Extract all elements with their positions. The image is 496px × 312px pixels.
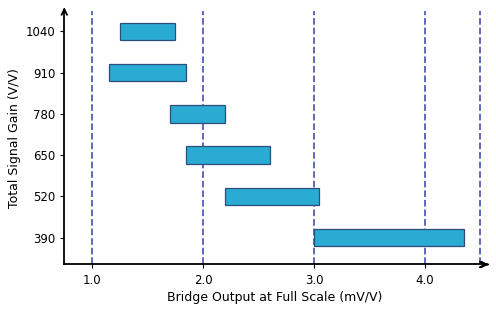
Bar	[170, 105, 225, 123]
Y-axis label: Total Signal Gain (V/V): Total Signal Gain (V/V)	[8, 68, 21, 207]
Bar	[225, 188, 319, 205]
Bar	[314, 229, 464, 246]
X-axis label: Bridge Output at Full Scale (mV/V): Bridge Output at Full Scale (mV/V)	[168, 291, 383, 304]
Bar	[186, 146, 269, 164]
Bar	[109, 64, 186, 81]
Bar	[120, 23, 175, 40]
